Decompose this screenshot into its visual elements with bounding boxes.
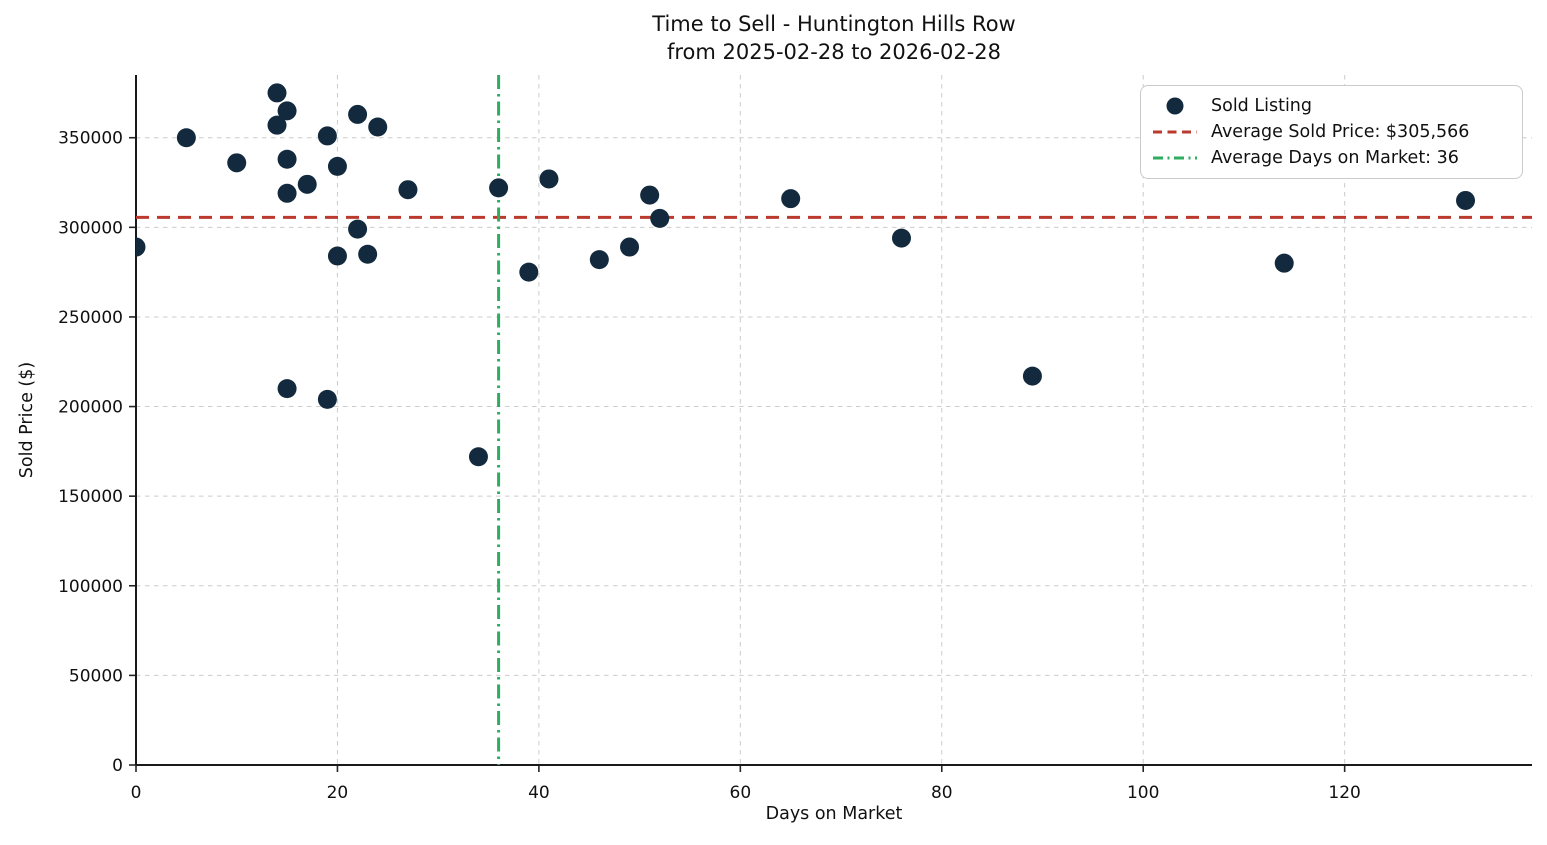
x-tick-label: 20 <box>327 783 349 803</box>
scatter-point <box>277 379 297 399</box>
scatter-point <box>277 183 297 203</box>
y-tick-label: 300000 <box>58 218 123 238</box>
x-tick-label: 60 <box>730 783 752 803</box>
scatter-point <box>277 101 297 121</box>
chart-title-line2: from 2025-02-28 to 2026-02-28 <box>666 39 1002 64</box>
x-tick-label: 100 <box>1127 783 1159 803</box>
dashed-line-marker-icon <box>1153 130 1197 134</box>
y-tick-label: 50000 <box>69 666 123 686</box>
y-tick-label: 100000 <box>58 577 123 597</box>
legend-item-sold-listing: Sold Listing <box>1151 93 1512 119</box>
scatter-point <box>640 185 660 205</box>
scatter-point <box>358 244 378 264</box>
scatter-point <box>267 83 287 103</box>
scatter-point <box>327 246 347 266</box>
scatter-point <box>589 250 609 270</box>
legend-label-average-days: Average Days on Market: 36 <box>1211 148 1459 168</box>
scatter-point <box>277 149 297 169</box>
scatter-point <box>317 126 337 146</box>
scatter-point <box>468 447 488 467</box>
legend-item-average-days: Average Days on Market: 36 <box>1151 145 1512 171</box>
scatter-series <box>136 83 1476 467</box>
y-tick-label: 200000 <box>58 398 123 418</box>
scatter-dot-marker-icon <box>1166 97 1184 115</box>
legend-item-average-price: Average Sold Price: $305,566 <box>1151 119 1512 145</box>
legend-label-average-price: Average Sold Price: $305,566 <box>1211 122 1470 142</box>
dashdot-line-marker-icon <box>1153 156 1197 160</box>
scatter-point <box>368 117 388 137</box>
scatter-point <box>650 208 670 228</box>
scatter-point <box>297 174 317 194</box>
x-tick-label: 0 <box>131 783 142 803</box>
y-tick-label: 350000 <box>58 129 123 149</box>
scatter-point <box>348 104 368 124</box>
x-axis-label: Days on Market <box>765 804 903 824</box>
y-tick-label: 150000 <box>58 487 123 507</box>
scatter-point <box>1274 253 1294 273</box>
scatter-point <box>136 237 146 257</box>
scatter-point <box>781 189 801 209</box>
scatter-point <box>1456 190 1476 210</box>
scatter-point <box>267 115 287 135</box>
y-tick-label: 0 <box>112 756 123 776</box>
x-tick-label: 40 <box>528 783 550 803</box>
scatter-point <box>1022 366 1042 386</box>
scatter-point <box>891 228 911 248</box>
chart-title: Time to Sell - Huntington Hills Row from… <box>652 11 1015 67</box>
scatter-point <box>539 169 559 189</box>
scatter-point <box>227 153 247 173</box>
scatter-point <box>620 237 640 257</box>
scatter-point <box>398 180 418 200</box>
scatter-point <box>489 178 509 198</box>
scatter-point <box>317 389 337 409</box>
scatter-point <box>176 128 196 148</box>
chart-title-line1: Time to Sell - Huntington Hills Row <box>652 12 1016 36</box>
legend-box: Sold Listing Average Sold Price: $305,56… <box>1140 85 1523 179</box>
legend-label-sold-listing: Sold Listing <box>1211 96 1313 116</box>
x-tick-label: 80 <box>931 783 953 803</box>
scatter-point <box>348 219 368 239</box>
scatter-point <box>327 156 347 176</box>
x-tick-label: 120 <box>1328 783 1360 803</box>
y-tick-label: 250000 <box>58 308 123 328</box>
scatter-point <box>519 262 539 282</box>
